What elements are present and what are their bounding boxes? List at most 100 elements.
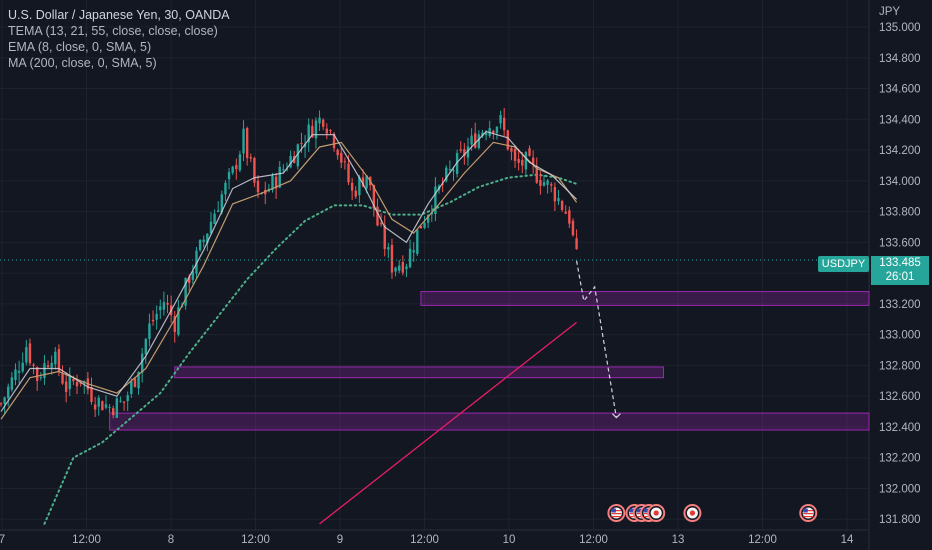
y-tick-label: 134.400 <box>879 114 921 126</box>
candle-body <box>470 135 473 145</box>
us-flag-stripe <box>611 516 622 518</box>
candle-body <box>104 404 108 408</box>
candle-body <box>325 128 328 134</box>
candle-body <box>235 164 238 170</box>
candle-body <box>271 175 274 191</box>
candle-body <box>452 170 455 172</box>
candle-body <box>307 124 310 143</box>
candle-body <box>57 349 61 372</box>
candle-body <box>408 248 412 268</box>
candle-body <box>546 180 549 185</box>
jp-flag-dot <box>653 510 659 516</box>
candle-body <box>575 238 578 250</box>
candle-body <box>510 148 513 152</box>
candle-body <box>0 403 3 405</box>
indicator-tema-label[interactable]: TEMA (13, 21, 55, close, close, close) <box>8 24 218 38</box>
candle-body <box>119 400 122 402</box>
candle-body <box>224 182 227 195</box>
candle-body <box>379 223 383 225</box>
us-flag-canton <box>611 508 616 513</box>
last-price-label: 133.485 26:01 <box>871 256 929 285</box>
candle-body <box>28 343 32 364</box>
candle-body <box>372 184 376 209</box>
candle-body <box>61 373 64 384</box>
candle-body <box>133 378 137 387</box>
candle-body <box>46 365 50 368</box>
candle-body <box>130 381 133 395</box>
candle-body <box>311 125 314 138</box>
us-flag-canton <box>643 508 649 513</box>
candle-body <box>477 134 481 149</box>
candle-body <box>495 126 499 134</box>
supply-demand-zone <box>420 291 870 306</box>
y-tick-label: 134.200 <box>879 145 921 157</box>
candle-body <box>571 220 575 236</box>
candle-body <box>318 117 321 124</box>
candle-body <box>528 148 531 156</box>
x-tick-label: 8 <box>168 534 174 546</box>
candle-body <box>166 302 169 305</box>
candle-body <box>564 211 567 214</box>
candle-body <box>253 158 256 183</box>
symbol-price-tag: USDJPY <box>818 256 869 272</box>
candle-body <box>463 149 466 157</box>
candle-body <box>474 133 477 148</box>
candle-body <box>148 323 151 340</box>
candle-body <box>434 186 437 215</box>
candle-body <box>282 169 285 171</box>
candle-body <box>50 362 53 368</box>
candle-body <box>553 187 557 202</box>
us-flag-canton <box>629 508 634 513</box>
candle-body <box>43 363 46 378</box>
candle-body <box>25 347 28 363</box>
candle-body <box>314 120 318 139</box>
y-tick-label: 132.000 <box>879 483 921 495</box>
x-tick-label: 7 <box>0 534 5 546</box>
candle-body <box>455 153 459 174</box>
candle-body <box>245 128 249 158</box>
candle-body <box>14 369 17 381</box>
candle-body <box>90 387 93 402</box>
candle-body <box>39 377 43 379</box>
candle-body <box>401 262 405 273</box>
candle-body <box>115 398 119 418</box>
x-tick-label: 10 <box>503 534 516 546</box>
us-flag-stripe <box>611 510 622 512</box>
indicator-ema-label[interactable]: EMA (8, close, 0, SMA, 5) <box>8 40 152 54</box>
candle-body <box>36 367 39 381</box>
candle-body <box>343 161 347 163</box>
candle-body <box>217 210 220 212</box>
candle-body <box>423 222 426 228</box>
candle-body <box>448 168 452 170</box>
candle-body <box>108 407 111 409</box>
candle-body <box>188 276 191 283</box>
candle-body <box>517 158 520 163</box>
y-tick-label: 134.000 <box>879 176 921 188</box>
price-axis-currency[interactable]: JPY <box>879 6 901 18</box>
candle-body <box>198 240 202 251</box>
candle-body <box>289 155 292 168</box>
us-flag-stripe <box>803 516 814 518</box>
y-tick-label: 131.800 <box>879 514 921 526</box>
us-flag-stripe <box>611 513 622 515</box>
candle-body <box>75 381 79 387</box>
candle-body <box>122 401 126 403</box>
candle-body <box>365 175 368 189</box>
candle-body <box>398 265 401 271</box>
candle-body <box>21 362 24 372</box>
candle-body <box>521 159 524 166</box>
candle-body <box>155 313 158 320</box>
candle-body <box>54 351 57 365</box>
y-tick-label: 134.600 <box>879 84 921 96</box>
candle-body <box>499 115 502 124</box>
candle-body <box>376 206 379 226</box>
ema-line <box>0 141 578 420</box>
indicator-ma-label[interactable]: MA (200, close, 0, SMA, 5) <box>8 56 157 70</box>
candle-body <box>184 277 187 306</box>
chart-legend: U.S. Dollar / Japanese Yen, 30, OANDA TE… <box>8 7 230 71</box>
symbol-title[interactable]: U.S. Dollar / Japanese Yen, 30, OANDA <box>8 8 230 22</box>
candle-body <box>3 397 6 405</box>
candle-body <box>159 306 162 311</box>
candle-body <box>137 371 140 389</box>
